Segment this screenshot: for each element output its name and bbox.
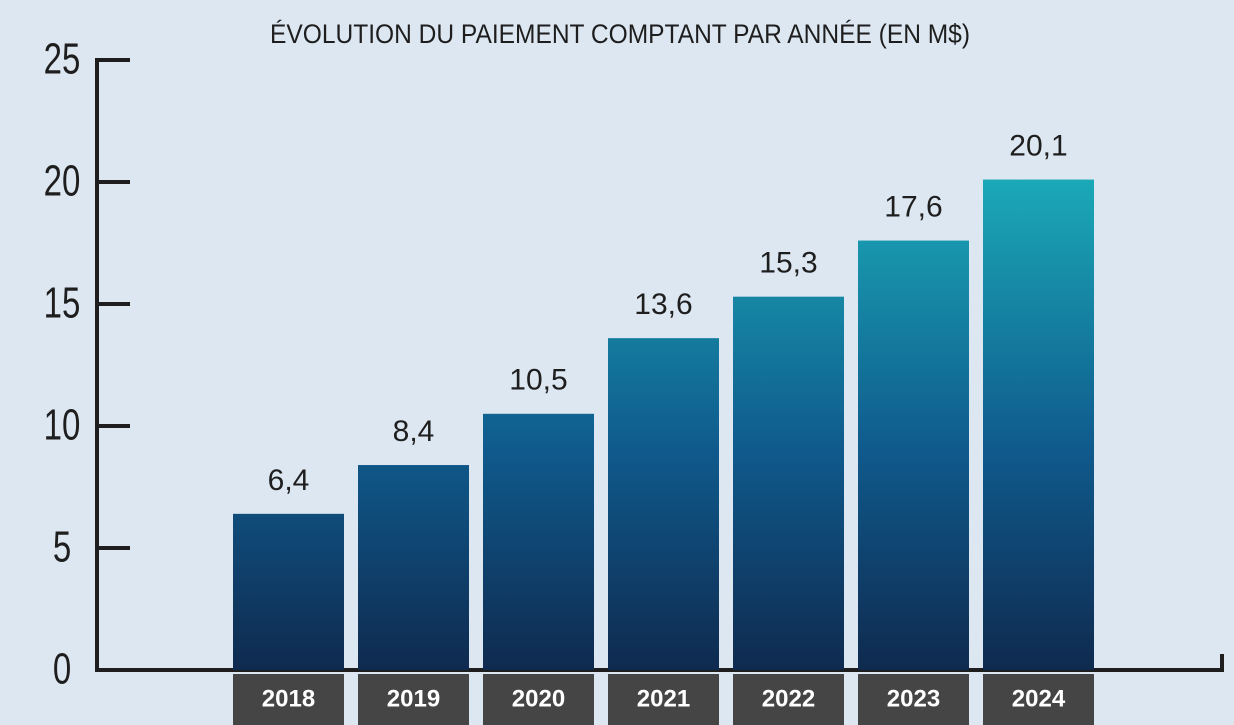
y-tick-label: 0 xyxy=(53,645,71,694)
value-label: 17,6 xyxy=(884,190,942,223)
x-tick-label: 2022 xyxy=(762,685,815,712)
bar xyxy=(233,513,344,670)
x-label-box xyxy=(858,674,969,725)
value-label: 8,4 xyxy=(393,415,435,448)
x-tick-label: 2019 xyxy=(387,685,440,712)
y-tick-label: 10 xyxy=(44,401,81,450)
bar xyxy=(858,240,969,670)
chart-title: ÉVOLUTION DU PAIEMENT COMPTANT PAR ANNÉE… xyxy=(270,19,970,49)
y-tick-label: 25 xyxy=(44,35,81,84)
value-label: 15,3 xyxy=(759,247,817,280)
x-tick-label: 2023 xyxy=(887,685,940,712)
y-tick-label: 20 xyxy=(44,157,81,206)
value-label: 6,4 xyxy=(268,464,310,497)
bar xyxy=(483,413,594,670)
x-tick-label: 2020 xyxy=(512,685,565,712)
x-tick-label: 2021 xyxy=(637,685,690,712)
y-tick-label: 5 xyxy=(53,523,71,572)
value-label: 20,1 xyxy=(1009,129,1067,162)
x-label-box xyxy=(233,674,344,725)
x-label-box xyxy=(358,674,469,725)
bar xyxy=(733,296,844,670)
bar xyxy=(358,465,469,670)
value-label: 13,6 xyxy=(634,288,692,321)
x-label-box xyxy=(733,674,844,725)
value-label: 10,5 xyxy=(509,364,567,397)
y-tick-label: 15 xyxy=(44,279,81,328)
x-tick-label: 2024 xyxy=(1012,685,1066,712)
bar xyxy=(983,179,1094,670)
x-label-box xyxy=(608,674,719,725)
x-label-box xyxy=(483,674,594,725)
x-tick-label: 2018 xyxy=(262,685,315,712)
bar xyxy=(608,338,719,670)
x-label-box xyxy=(983,674,1094,725)
